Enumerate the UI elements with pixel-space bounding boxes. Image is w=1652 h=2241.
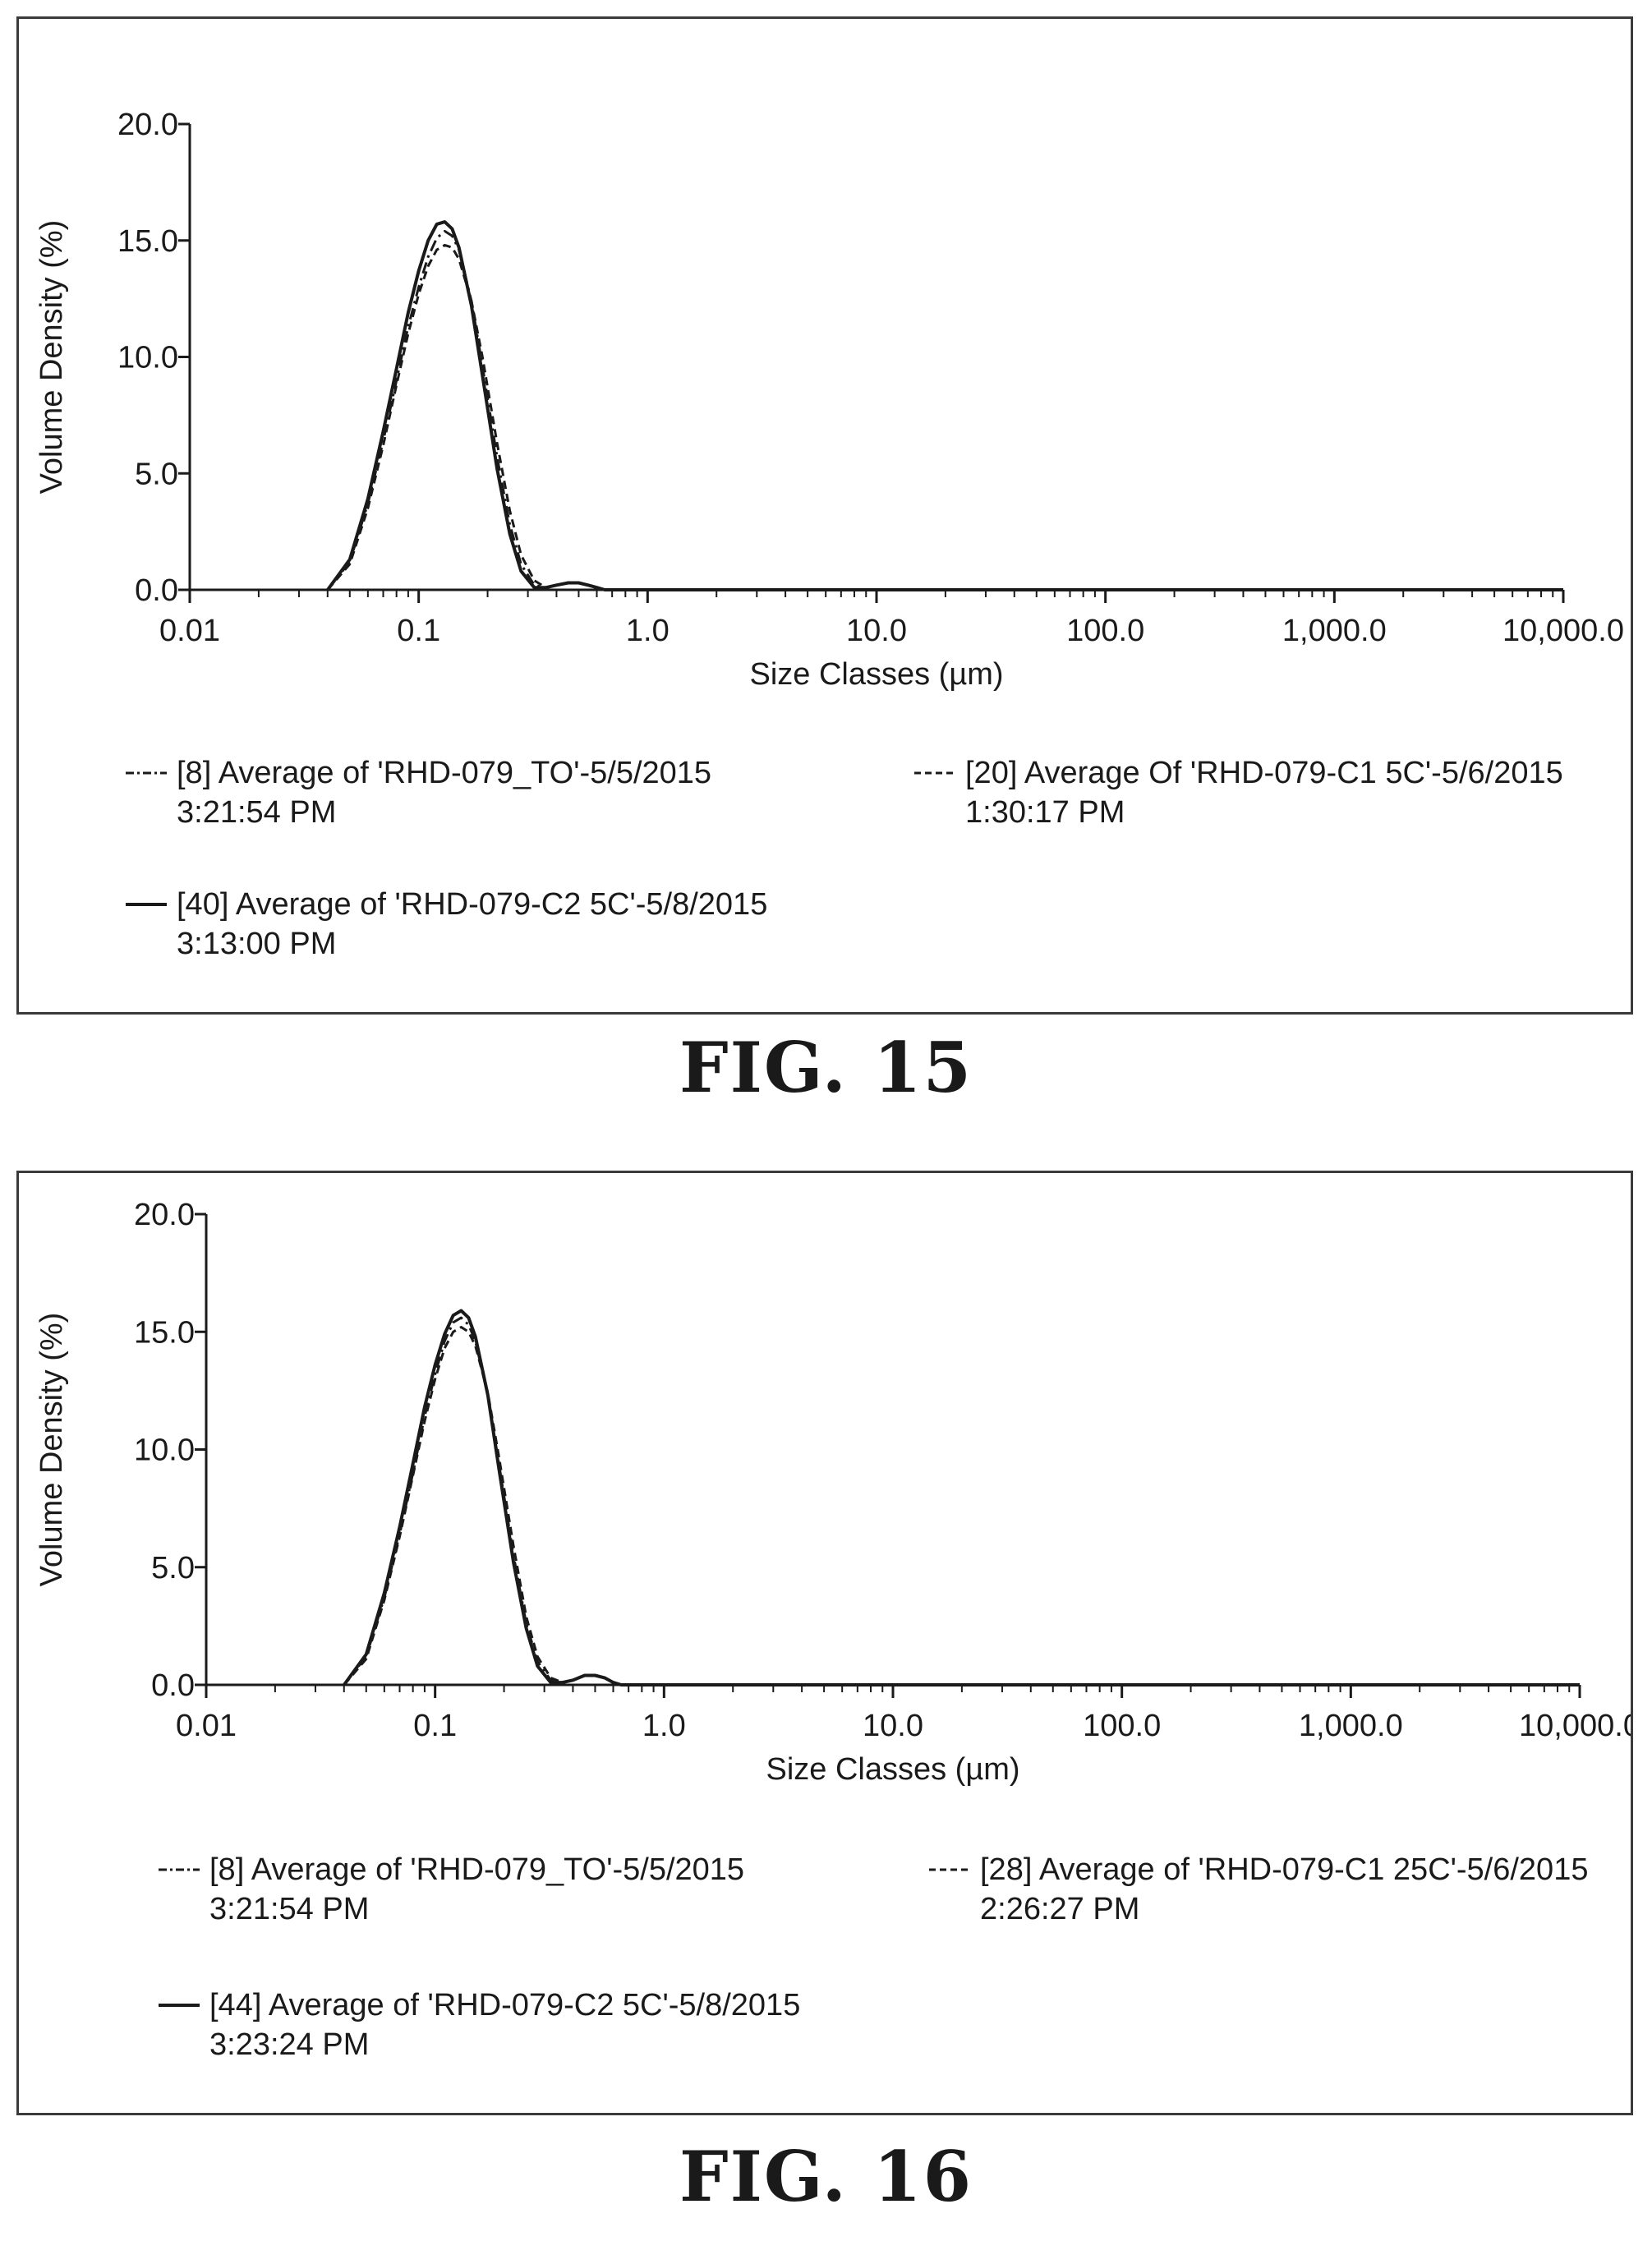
y-tick-label: 0.0 — [151, 1668, 195, 1703]
y-tick-label: 10.0 — [134, 1433, 195, 1468]
y-tick-label: 20.0 — [134, 1198, 195, 1232]
x-axis-title: Size Classes (µm) — [766, 1752, 1019, 1787]
legend-entry-label: [28] Average of 'RHD-079-C1 25C'-5/6/201… — [980, 1852, 1588, 1887]
x-tick-label: 10.0 — [863, 1709, 923, 1743]
y-tick-label: 5.0 — [135, 457, 178, 491]
legend-entry-label: [20] Average Of 'RHD-079-C1 5C'-5/6/2015 — [965, 756, 1563, 790]
legend-entry-label: [40] Average of 'RHD-079-C2 5C'-5/8/2015 — [177, 887, 767, 922]
legend-entry-time: 3:13:00 PM — [177, 927, 336, 961]
x-tick-label: 1.0 — [642, 1709, 686, 1743]
legend-entry-time: 3:21:54 PM — [177, 795, 336, 830]
legend-entry-time: 3:23:24 PM — [209, 2027, 369, 2062]
legend-entry-time: 1:30:17 PM — [965, 795, 1125, 830]
series-line-3 — [343, 1309, 1580, 1687]
series-line-3 — [326, 220, 1563, 591]
series-line-1 — [343, 1316, 1580, 1687]
x-tick-label: 0.1 — [397, 614, 440, 648]
figure-15-panel: 0.0 5.0 10.0 15.0 20.0 0.01 0.1 1.0 10.0 100.0 1,0… — [16, 16, 1633, 1015]
y-tick-label: 15.0 — [134, 1315, 195, 1350]
x-tick-label: 1,000.0 — [1299, 1709, 1403, 1743]
x-tick-label: 0.1 — [413, 1709, 457, 1743]
y-axis-title: Volume Density (%) — [35, 220, 69, 495]
legend-entry-label: [8] Average of 'RHD-079_TO'-5/5/2015 — [177, 756, 711, 790]
x-axis-title: Size Classes (µm) — [749, 657, 1003, 692]
x-tick-label: 10,000.0 — [1519, 1709, 1631, 1743]
y-axis-title: Volume Density (%) — [35, 1313, 69, 1587]
legend-entry-time: 2:26:27 PM — [980, 1892, 1139, 1926]
y-tick-label: 15.0 — [117, 224, 178, 259]
legend-entry-label: [44] Average of 'RHD-079-C2 5C'-5/8/2015 — [209, 1988, 800, 2022]
y-tick-label: 20.0 — [117, 108, 178, 142]
x-tick-label: 1.0 — [626, 614, 670, 648]
y-tick-label: 0.0 — [135, 573, 178, 608]
y-tick-label: 5.0 — [151, 1551, 195, 1585]
x-tick-label: 0.01 — [176, 1709, 237, 1743]
figure-16-panel: 0.0 5.0 10.0 15.0 20.0 0.01 0.1 1.0 10.0 100.0 1,0… — [16, 1171, 1640, 2115]
x-tick-label: 10.0 — [846, 614, 907, 648]
x-tick-label: 0.01 — [159, 614, 220, 648]
x-tick-label: 100.0 — [1066, 614, 1144, 648]
figure-16-chart: 0.0 5.0 10.0 15.0 20.0 0.01 0.1 1.0 10.0 100.0 1,0… — [35, 1198, 1640, 2062]
legend-entry-time: 3:21:54 PM — [209, 1892, 369, 1926]
x-tick-label: 1,000.0 — [1282, 614, 1387, 648]
figure-16-caption: FIG. 16 — [679, 2136, 973, 2217]
figure-15-chart: 0.0 5.0 10.0 15.0 20.0 0.01 0.1 1.0 10.0 100.0 1,0… — [35, 108, 1624, 961]
figure-15-caption: FIG. 15 — [679, 1027, 973, 1108]
series-line-2 — [343, 1326, 1580, 1687]
series-line-1 — [326, 229, 1563, 591]
x-tick-label: 10,000.0 — [1502, 614, 1624, 648]
x-tick-label: 100.0 — [1083, 1709, 1161, 1743]
y-tick-label: 10.0 — [117, 341, 178, 375]
legend-entry-label: [8] Average of 'RHD-079_TO'-5/5/2015 — [209, 1852, 744, 1887]
